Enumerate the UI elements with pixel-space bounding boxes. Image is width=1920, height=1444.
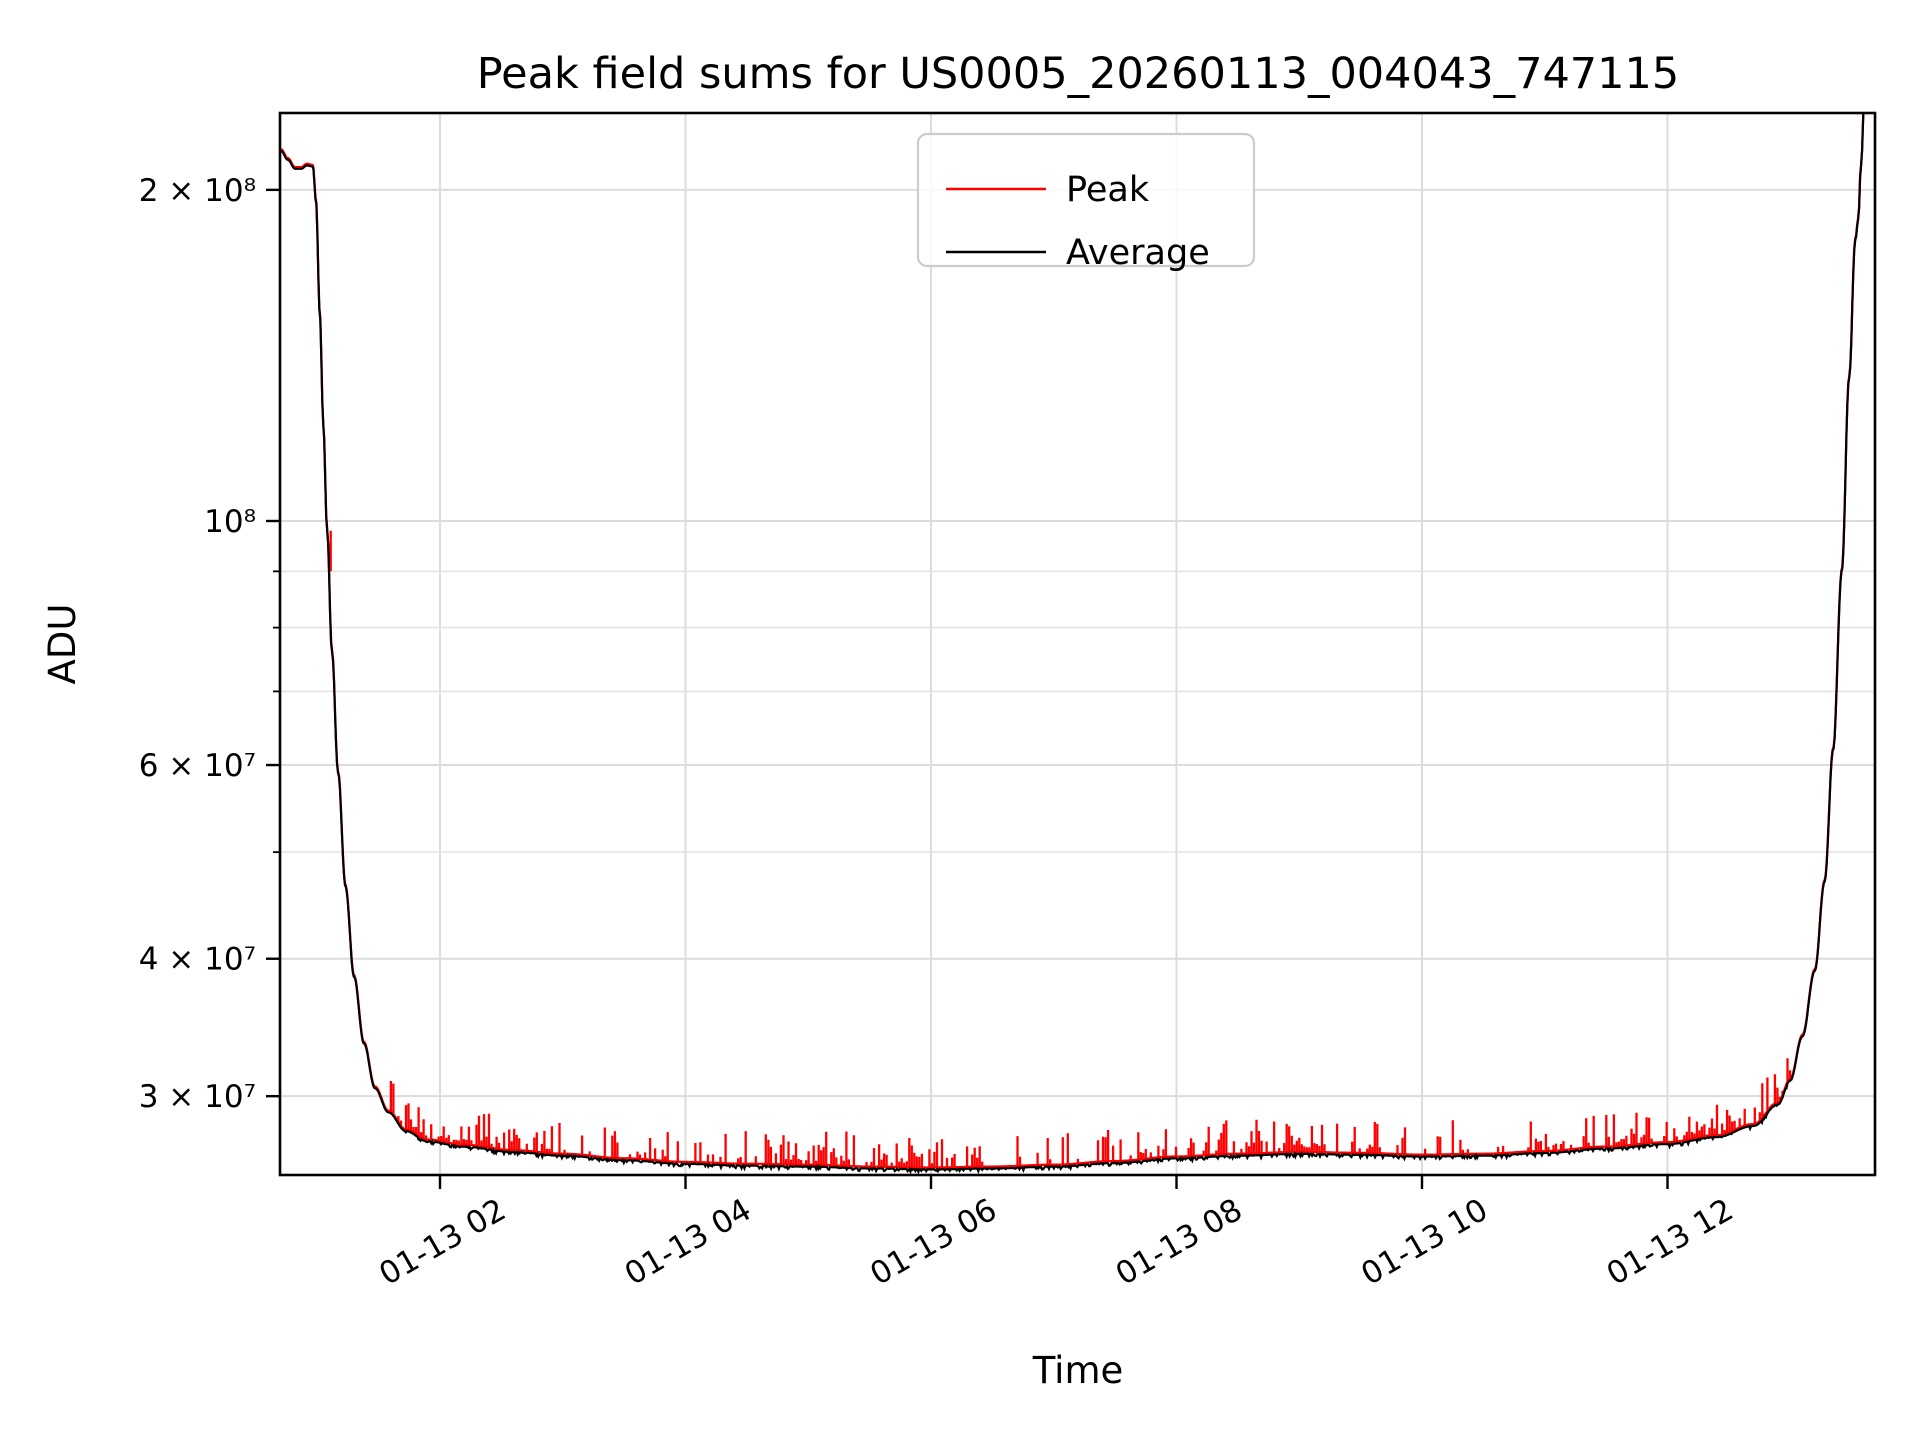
peak-series-line xyxy=(281,113,1865,1169)
axis-ticks xyxy=(266,188,1669,1189)
y-tick-label: 10⁸ xyxy=(204,504,256,540)
legend-frame xyxy=(916,132,1256,268)
y-tick-label: 4 × 10⁷ xyxy=(139,942,256,978)
x-tick-label: 01-13 08 xyxy=(1110,1192,1249,1293)
plot-frame xyxy=(278,111,1877,1177)
y-tick-label: 6 × 10⁷ xyxy=(139,748,256,784)
legend: Peak Average xyxy=(916,132,1256,273)
x-axis-label: Time xyxy=(1032,1349,1124,1392)
plot-area xyxy=(280,113,1875,1175)
average-series-line xyxy=(281,113,1865,1174)
y-tick-label: 2 × 10⁸ xyxy=(139,173,256,209)
x-tick-label: 01-13 10 xyxy=(1355,1192,1494,1293)
legend-peak-label: Peak xyxy=(1066,170,1150,210)
x-tick-label: 01-13 06 xyxy=(864,1192,1003,1293)
grid-lines xyxy=(281,113,1874,1174)
y-axis-label: ADU xyxy=(41,604,84,685)
x-tick-label: 01-13 12 xyxy=(1601,1192,1740,1293)
x-tick-label: 01-13 04 xyxy=(619,1192,758,1293)
x-tick-label: 01-13 02 xyxy=(373,1192,512,1293)
legend-average-label: Average xyxy=(1066,233,1210,273)
chart-title: Peak field sums for US0005_20260113_0040… xyxy=(477,49,1680,99)
y-tick-label: 3 × 10⁷ xyxy=(139,1079,256,1115)
